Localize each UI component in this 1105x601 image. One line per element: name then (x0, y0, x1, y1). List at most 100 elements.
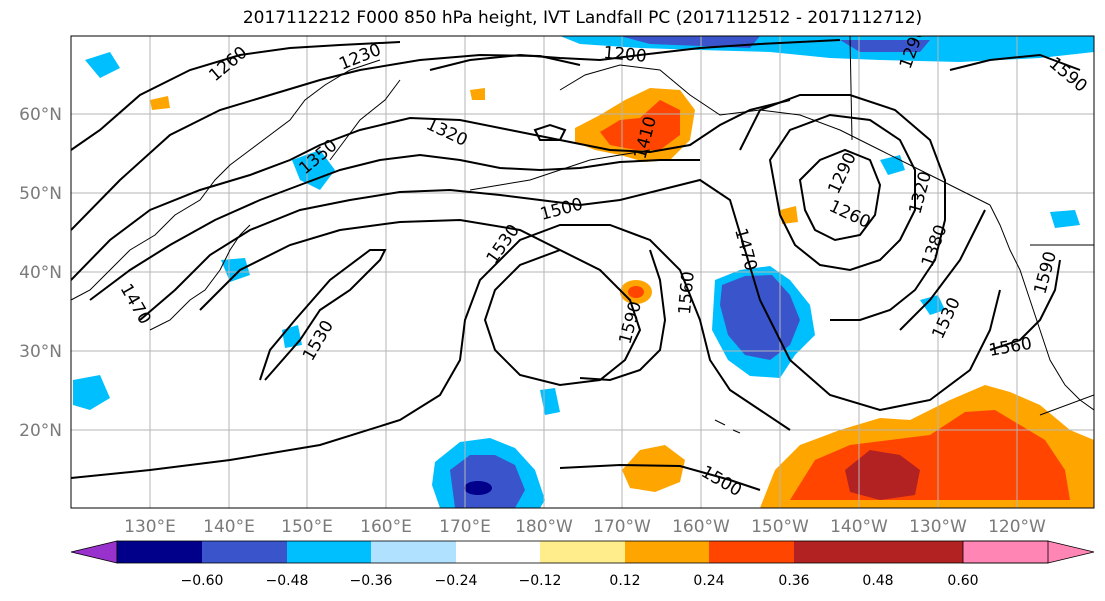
contour-label: 1530 (483, 221, 524, 268)
lon-label: 140°W (830, 517, 888, 537)
contour-label: 1260 (826, 196, 874, 232)
lon-label: 120°W (988, 517, 1046, 537)
border (849, 36, 853, 141)
colorbar-tick-label: −0.60 (181, 573, 224, 589)
height-contour (89, 153, 700, 301)
lon-label: 170°E (439, 517, 491, 537)
lat-label: 30°N (19, 342, 62, 362)
lon-label: 180°W (515, 517, 573, 537)
lon-label: 160°E (360, 517, 412, 537)
map-frame (70, 35, 1095, 509)
ivt-positive-region (600, 100, 680, 150)
colorbar-left-extension (70, 540, 118, 564)
height-contour (798, 148, 882, 242)
height-contour (579, 249, 667, 382)
height-contour (259, 249, 387, 381)
coastline-kamchatka (329, 79, 401, 161)
contour-label: 1590 (616, 299, 647, 346)
contour-label: 1470 (116, 281, 155, 328)
ivt-negative-region (464, 481, 492, 495)
height-contours (71, 39, 1081, 491)
height-contour (71, 53, 581, 231)
ivt-negative-region (85, 52, 120, 78)
coastline-north-america (989, 204, 1094, 411)
colorbar-cell (202, 541, 287, 563)
height-contour (71, 224, 791, 479)
lon-label: 140°E (203, 517, 255, 537)
coastline-hawaii (714, 419, 741, 434)
contour-label: 1560 (675, 271, 699, 316)
height-contour (899, 209, 986, 331)
ivt-positive-region (150, 96, 170, 110)
colorbar-tick-label: −0.12 (519, 573, 562, 589)
height-contour (739, 94, 946, 321)
height-contour (71, 41, 401, 151)
contour-label: 1200 (603, 43, 648, 67)
lat-label: 20°N (19, 421, 62, 441)
height-contour (199, 218, 642, 387)
ivt-negative-region (540, 388, 560, 415)
contour-label: 1380 (918, 222, 952, 269)
ivt-negative-region (620, 36, 760, 48)
map-title: 2017112212 F000 850 hPa height, IVT Land… (242, 8, 923, 28)
ivt-negative-region (282, 325, 302, 348)
colorbar-tick-label: −0.36 (350, 573, 393, 589)
lon-label: 130°W (909, 517, 967, 537)
colorbar-tick-label: 0.60 (947, 573, 978, 589)
colorbar-cell (456, 541, 540, 563)
ivt-negative-region (292, 150, 335, 190)
height-contour (949, 53, 1081, 71)
colorbar-right-tip (962, 540, 1095, 564)
lat-label: 50°N (19, 184, 62, 204)
contour-label: 1590 (1031, 249, 1062, 296)
ivt-positive-region (470, 88, 485, 100)
map-plot-area: 1260 1230 1200 1290 1590 1320 1350 1410 … (71, 36, 1094, 508)
height-contour (533, 123, 567, 141)
colorbar-cell (709, 541, 794, 563)
colorbar-tick-label: 0.24 (693, 573, 724, 589)
contour-label: 1470 (730, 226, 761, 273)
colorbar-cell (371, 541, 456, 563)
graticule (71, 36, 1094, 508)
lon-label: 150°W (751, 517, 809, 537)
ivt-negative-region (450, 455, 525, 508)
contour-label: 1590 (1045, 54, 1091, 97)
colorbar: −0.60 −0.48 −0.36 −0.24 −0.12 0.12 0.24 … (70, 540, 1095, 589)
contour-label: 1560 (987, 334, 1033, 361)
lon-label: 160°W (672, 517, 730, 537)
ivt-positive-region (780, 206, 798, 224)
colorbar-tick-label: 0.12 (609, 573, 640, 589)
lon-label: 150°E (281, 517, 333, 537)
lat-label: 40°N (19, 263, 62, 283)
colorbar-cell (794, 541, 878, 563)
height-contour (429, 39, 841, 71)
colorbar-tick-label: −0.24 (435, 573, 478, 589)
colorbar-tick-label: 0.36 (778, 573, 809, 589)
latitude-labels: 60°N 50°N 40°N 30°N 20°N (19, 105, 62, 441)
longitude-labels: 130°E 140°E 150°E 160°E 170°E 180°W 170°… (124, 517, 1046, 537)
ivt-positive-region (845, 450, 920, 500)
height-contour (559, 463, 761, 491)
lon-label: 170°W (593, 517, 651, 537)
lat-label: 60°N (19, 105, 62, 125)
colorbar-outline (116, 540, 1049, 564)
contour-label: 1500 (698, 462, 745, 501)
colorbar-right-extension (878, 541, 963, 563)
ivt-negative-region (1050, 210, 1080, 228)
ivt-negative-region (221, 258, 250, 282)
colorbar-cell (287, 541, 371, 563)
colorbar-cell (540, 541, 625, 563)
height-contour (768, 113, 916, 272)
ivt-positive-region (628, 286, 644, 298)
colorbar-ticks: −0.60 −0.48 −0.36 −0.24 −0.12 0.12 0.24 … (181, 573, 979, 589)
border (1039, 394, 1094, 416)
height-contour (71, 99, 791, 281)
contour-label: 1500 (538, 194, 585, 225)
ivt-negative-region (880, 155, 905, 175)
height-contour (139, 178, 1001, 412)
ivt-negative-region (73, 375, 110, 410)
height-contour (989, 259, 1061, 351)
contour-label: 1260 (205, 43, 251, 86)
colorbar-cell (625, 541, 709, 563)
ivt-negative-region (840, 40, 930, 52)
